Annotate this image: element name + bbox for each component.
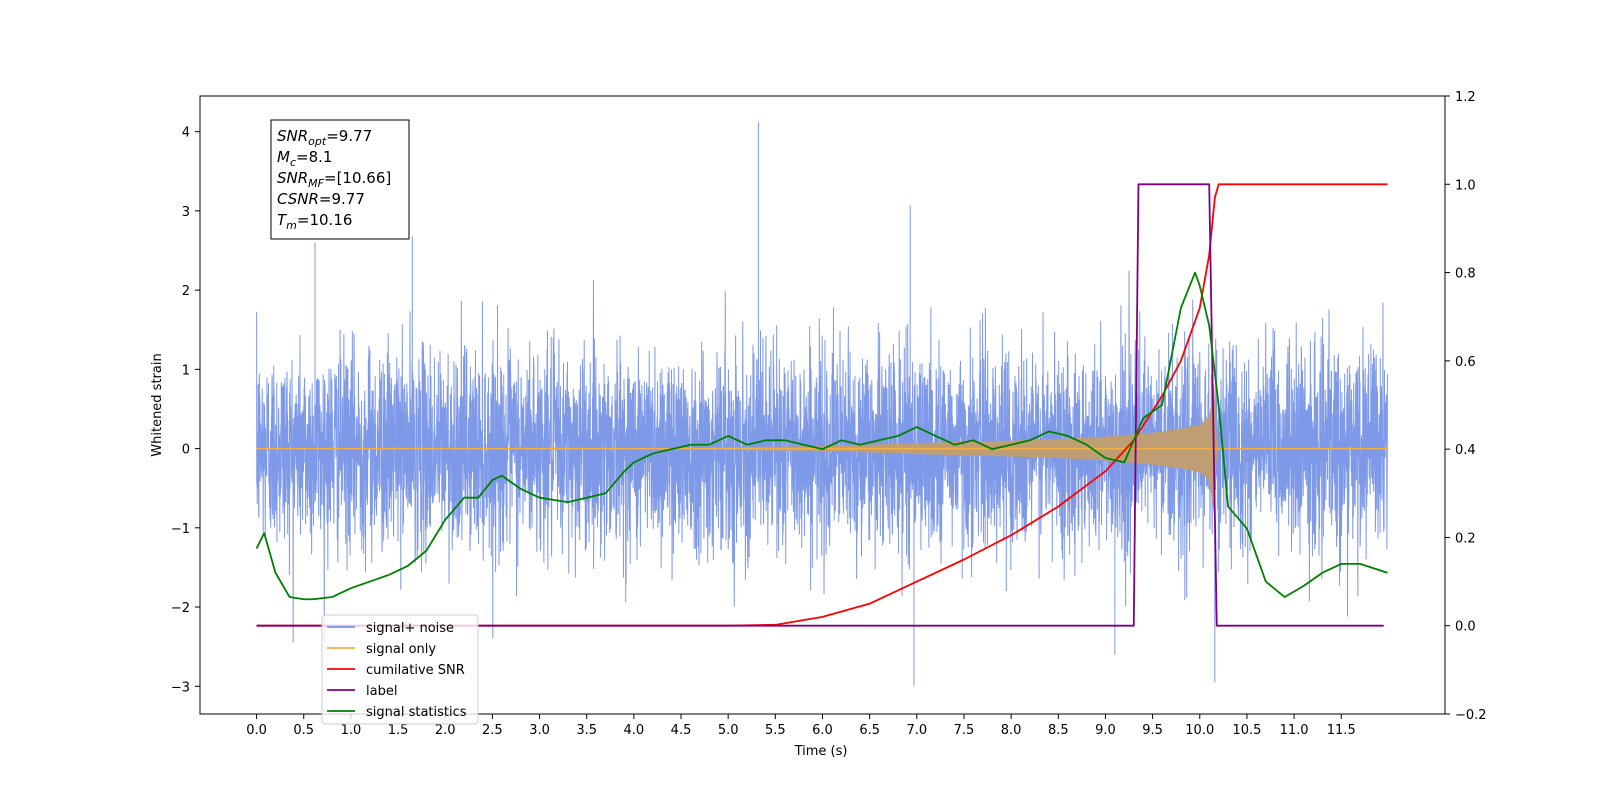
y2-tick-label: 1.0 <box>1455 178 1476 193</box>
x-tick-label: 4.0 <box>624 723 645 738</box>
series-signal-statistics-line <box>255 271 1388 601</box>
legend-entry: signal only <box>366 642 436 657</box>
y2-tick-label: 0.6 <box>1455 355 1476 370</box>
x-tick-label: 9.0 <box>1095 723 1116 738</box>
x-tick-label: 7.5 <box>954 723 975 738</box>
annotation-line: SNRMF=[10.66] <box>277 169 391 190</box>
annotation-frame <box>270 119 410 240</box>
annotation-line: CSNR=9.77 <box>277 190 365 208</box>
y2-tick-label: 0.2 <box>1455 531 1476 546</box>
x-axis-label: Time (s) <box>794 744 848 759</box>
legend-frame <box>321 614 479 725</box>
annotation-line: Mc=8.1 <box>277 148 332 169</box>
y-tick-label: 4 <box>182 126 190 141</box>
legend: signal+ noise signal only cumilative SNR la… <box>321 614 479 725</box>
x-tick-label: 9.5 <box>1142 723 1163 738</box>
annotation-line: Tm=10.16 <box>277 211 352 232</box>
y-tick-label: −1 <box>171 522 190 537</box>
x-tick-label: 0.5 <box>293 723 314 738</box>
x-tick-label: 6.0 <box>812 723 833 738</box>
y-tick-label: −2 <box>171 601 190 616</box>
annotation-line: SNRopt=9.77 <box>277 127 372 148</box>
x-tick-label: 8.0 <box>1001 723 1022 738</box>
x-tick-label: 11.5 <box>1327 723 1356 738</box>
legend-entry: cumilative SNR <box>366 663 465 678</box>
x-tick-label: 10.0 <box>1185 723 1214 738</box>
y-tick-label: 2 <box>182 284 190 299</box>
y-axis-right: −0.2 0.0 0.2 0.4 0.6 0.8 1.0 1.2 <box>1445 90 1487 723</box>
x-tick-label: 3.0 <box>529 723 550 738</box>
legend-entry: label <box>366 684 397 699</box>
series-layer <box>255 122 1389 687</box>
x-tick-label: 6.5 <box>859 723 880 738</box>
y-tick-label: 3 <box>182 205 190 220</box>
y-axis-left: −3 −2 −1 0 1 2 3 4 <box>171 126 200 695</box>
x-tick-label: 4.5 <box>671 723 692 738</box>
series-signal-noise-line <box>256 122 1388 687</box>
x-tick-label: 2.5 <box>482 723 503 738</box>
y2-tick-label: 0.4 <box>1455 443 1476 458</box>
y-tick-label: 1 <box>182 363 190 378</box>
x-tick-label: 11.0 <box>1280 723 1309 738</box>
x-tick-label: 1.0 <box>341 723 362 738</box>
x-tick-label: 3.5 <box>576 723 597 738</box>
x-tick-label: 10.5 <box>1232 723 1261 738</box>
x-tick-label: 1.5 <box>388 723 409 738</box>
x-tick-label: 0.0 <box>246 723 267 738</box>
y2-tick-label: 0.0 <box>1455 620 1476 635</box>
x-tick-label: 5.0 <box>718 723 739 738</box>
y2-tick-label: 0.8 <box>1455 267 1476 282</box>
y-axis-label: Whitened strain <box>150 353 165 456</box>
x-axis: 0.0 0.5 1.0 1.5 2.0 2.5 3.0 3.5 4.0 4.5 5.0 5.5 6.0 6… <box>246 714 1356 738</box>
x-tick-label: 8.5 <box>1048 723 1069 738</box>
x-tick-label: 2.0 <box>435 723 456 738</box>
y-tick-label: 0 <box>182 443 190 458</box>
legend-entry: signal statistics <box>366 705 467 720</box>
x-tick-label: 7.0 <box>906 723 927 738</box>
y-tick-label: −3 <box>171 680 190 695</box>
x-tick-label: 5.5 <box>765 723 786 738</box>
y2-tick-label: −0.2 <box>1455 708 1487 723</box>
series-label-line <box>256 183 1384 627</box>
y2-tick-label: 1.2 <box>1455 90 1476 105</box>
legend-entry: signal+ noise <box>366 621 454 636</box>
